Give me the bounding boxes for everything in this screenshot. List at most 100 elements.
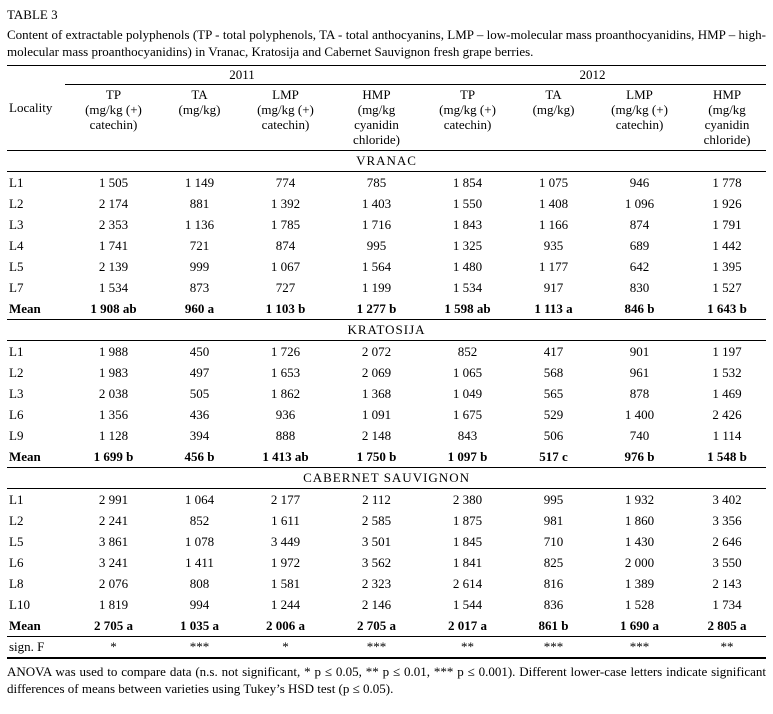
value-cell: 1 734: [712, 597, 742, 612]
table-row: L5 3 861 1 078 3 449 3 501 1 845 710 1 430 2 646: [7, 531, 766, 552]
value-cell: 2 038: [98, 386, 129, 401]
value-cell: 2 585: [361, 513, 392, 528]
column-header-tp-2011: TP (mg/kg (+) catechin): [65, 84, 162, 151]
value-cell: 1 741: [98, 238, 129, 253]
value-cell: 1 716: [361, 217, 392, 232]
sign-f-value: ***: [162, 636, 237, 659]
locality-cell: L4: [9, 238, 24, 253]
value-cell: 2 353: [98, 217, 129, 232]
value-cell: 901: [629, 344, 650, 359]
locality-cell: L1: [9, 175, 24, 190]
value-cell: 1 197: [712, 344, 742, 359]
value-cell: 1 527: [712, 280, 742, 295]
table-row: L2 1 983 497 1 653 2 069 1 065 568 961 1 532: [7, 362, 766, 383]
mean-row: Mean 1 699 b 456 b 1 413 ab 1 750 b 1 097 b 51…: [7, 446, 766, 468]
sign-f-value: *: [65, 636, 162, 659]
value-cell: 2 148: [361, 428, 392, 443]
mean-value-cell: 1 277 b: [356, 301, 397, 316]
value-cell: 2 646: [712, 534, 742, 549]
value-cell: 1 544: [452, 597, 483, 612]
mean-label-cell: Mean: [9, 618, 41, 633]
table-row: L3 2 038 505 1 862 1 368 1 049 565 878 1 469: [7, 383, 766, 404]
value-cell: 1 408: [538, 196, 569, 211]
sign-f-value: ***: [591, 636, 689, 659]
value-cell: 1 091: [361, 407, 392, 422]
value-cell: 1 926: [712, 196, 742, 211]
sign-f-row: sign. F * *** * *** ** *** *** **: [7, 636, 767, 659]
value-cell: 1 480: [452, 259, 483, 274]
value-cell: 2 143: [712, 576, 742, 591]
year-header-2011: 2011: [65, 65, 420, 85]
value-cell: 2 139: [98, 259, 129, 274]
value-cell: 1 244: [270, 597, 301, 612]
value-cell: 994: [189, 597, 210, 612]
sign-f-value: *: [237, 636, 334, 659]
value-cell: 2 614: [452, 576, 483, 591]
section-title: CABERNET SAUVIGNON: [7, 467, 767, 489]
year-header-2012: 2012: [419, 65, 767, 85]
locality-cell: L3: [9, 217, 24, 232]
value-cell: 1 726: [270, 344, 301, 359]
value-cell: 1 403: [361, 196, 392, 211]
value-cell: 999: [189, 259, 210, 274]
value-cell: 1 611: [271, 513, 300, 528]
mean-value-cell: 861 b: [538, 618, 569, 633]
value-cell: 981: [543, 513, 564, 528]
table-row: L6 3 241 1 411 1 972 3 562 1 841 825 2 000 3 550: [7, 552, 766, 573]
table-row: L1 1 988 450 1 726 2 072 852 417 901 1 197: [7, 341, 766, 363]
mean-value-cell: 1 908 ab: [90, 301, 137, 316]
value-cell: 836: [543, 597, 564, 612]
sign-f-label: sign. F: [7, 636, 65, 659]
value-cell: 1 166: [538, 217, 569, 232]
mean-value-cell: 1 699 b: [93, 449, 134, 464]
value-cell: 1 778: [712, 175, 742, 190]
table-footnote: ANOVA was used to compare data (n.s. not…: [7, 664, 766, 696]
mean-value-cell: 2 705 a: [94, 618, 133, 633]
value-cell: 1 675: [452, 407, 483, 422]
table-row: L7 1 534 873 727 1 199 1 534 917 830 1 527: [7, 277, 766, 298]
value-cell: 1 653: [270, 365, 301, 380]
value-cell: 825: [543, 555, 564, 570]
value-cell: 1 411: [185, 555, 214, 570]
sign-f-value: ***: [334, 636, 420, 659]
value-cell: 774: [275, 175, 296, 190]
value-cell: 2 112: [362, 492, 391, 507]
value-cell: 1 400: [624, 407, 655, 422]
value-cell: 3 449: [270, 534, 301, 549]
sign-f-value: **: [688, 636, 767, 659]
column-header-lmp-2011: LMP (mg/kg (+) catechin): [237, 84, 334, 151]
mean-value-cell: 960 a: [184, 301, 215, 316]
value-cell: 881: [189, 196, 210, 211]
value-cell: 1 389: [624, 576, 655, 591]
mean-label-cell: Mean: [9, 301, 41, 316]
locality-cell: L10: [9, 597, 30, 612]
value-cell: 1 791: [712, 217, 742, 232]
locality-cell: L8: [9, 576, 24, 591]
table-row: L2 2 241 852 1 611 2 585 1 875 981 1 860 3 356: [7, 510, 766, 531]
page: TABLE 3 Content of extractable polypheno…: [7, 7, 767, 696]
value-cell: 874: [275, 238, 296, 253]
value-cell: 450: [189, 344, 210, 359]
locality-cell: L5: [9, 534, 24, 549]
value-cell: 1 534: [98, 280, 129, 295]
value-cell: 785: [366, 175, 387, 190]
column-header-hmp-2012: HMP (mg/kg cyanidin chloride): [688, 84, 767, 151]
value-cell: 874: [629, 217, 650, 232]
value-cell: 1 972: [270, 555, 301, 570]
value-cell: 506: [543, 428, 564, 443]
value-cell: 2 069: [361, 365, 392, 380]
mean-value-cell: 1 690 a: [620, 618, 660, 633]
column-header-tp-2012: TP (mg/kg (+) catechin): [419, 84, 517, 151]
value-cell: 936: [275, 407, 296, 422]
value-cell: 1 128: [98, 428, 129, 443]
value-cell: 888: [275, 428, 296, 443]
value-cell: 1 983: [98, 365, 129, 380]
mean-value-cell: 456 b: [184, 449, 215, 464]
mean-value-cell: 2 006 a: [266, 618, 305, 633]
table-row: L8 2 076 808 1 581 2 323 2 614 816 1 389 2 143: [7, 573, 766, 594]
value-cell: 1 049: [452, 386, 483, 401]
value-cell: 1 075: [538, 175, 569, 190]
mean-value-cell: 2 805 a: [707, 618, 747, 633]
mean-row: Mean 1 908 ab 960 a 1 103 b 1 277 b 1 598 ab 1…: [7, 298, 766, 320]
value-cell: 2 076: [98, 576, 129, 591]
